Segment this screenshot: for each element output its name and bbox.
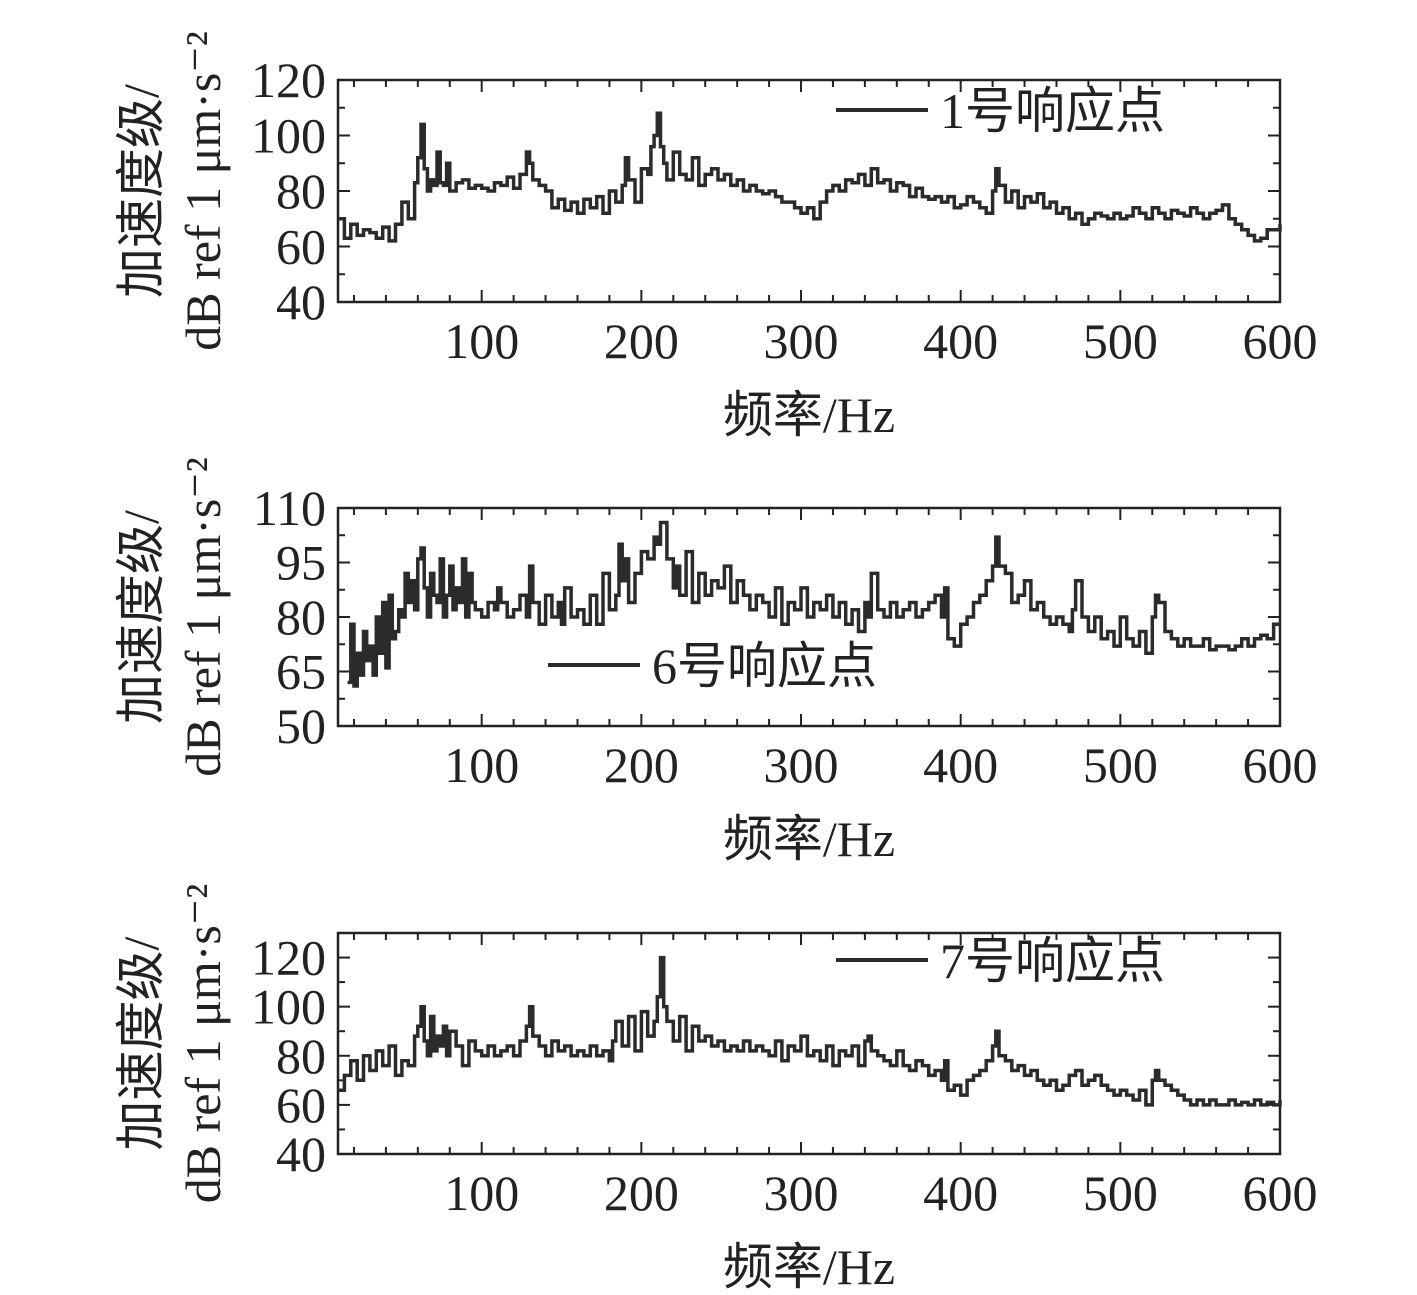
y-tick-label: 100 [251,979,326,1035]
legend: 7号响应点 [836,933,1165,989]
y-tick-label: 60 [276,219,326,275]
y-tick-label: 50 [276,698,326,754]
y-tick-label: 60 [276,1077,326,1133]
x-tick-label: 400 [923,313,998,369]
x-tick-label: 300 [764,1165,839,1221]
y-tick-label: 120 [251,930,326,986]
x-tick-label: 400 [923,1165,998,1221]
x-tick-label: 500 [1083,1165,1158,1221]
y-tick-label: 120 [251,52,326,108]
x-tick-label: 100 [444,737,519,793]
x-tick-label: 600 [1243,1165,1318,1221]
x-axis-label: 频率/Hz [723,1239,895,1295]
legend-label: 6号响应点 [652,638,877,694]
y-tick-label: 80 [276,1028,326,1084]
x-axis-label: 频率/Hz [723,811,895,867]
y-tick-label: 80 [276,163,326,219]
y-tick-label: 40 [276,1126,326,1182]
x-axis-label: 频率/Hz [723,387,895,443]
legend-label: 1号响应点 [940,83,1165,139]
y-axis-label-line2: dB ref 1 μm·s⁻² [175,31,231,351]
series-line-1 [347,520,1280,688]
x-tick-label: 300 [764,737,839,793]
x-tick-label: 300 [764,313,839,369]
x-tick-label: 100 [444,1165,519,1221]
y-tick-label: 65 [276,644,326,700]
plot-frame [336,931,1282,1156]
x-tick-label: 100 [444,313,519,369]
series-line-1 [338,955,1282,1107]
x-tick-label: 400 [923,737,998,793]
y-axis-label-line1: 加速度级/ [113,84,169,298]
legend: 1号响应点 [836,83,1165,139]
x-tick-label: 600 [1243,737,1318,793]
series-line-1 [338,111,1282,243]
x-tick-label: 200 [604,313,679,369]
y-axis-label-line1: 加速度级/ [113,936,169,1150]
x-tick-label: 500 [1083,737,1158,793]
y-axis-label-line2: dB ref 1 μm·s⁻² [175,884,231,1204]
legend: 6号响应点 [548,638,877,694]
x-tick-label: 200 [604,737,679,793]
x-tick-label: 500 [1083,313,1158,369]
legend-label: 7号响应点 [940,933,1165,989]
y-tick-label: 110 [253,480,326,536]
y-axis-label-line2: dB ref 1 μm·s⁻² [175,457,231,777]
y-tick-label: 40 [276,274,326,330]
x-tick-label: 600 [1243,313,1318,369]
y-tick-label: 95 [276,535,326,591]
x-tick-label: 200 [604,1165,679,1221]
y-axis-label-line1: 加速度级/ [113,510,169,724]
y-tick-label: 100 [251,108,326,164]
y-tick-label: 80 [276,589,326,645]
